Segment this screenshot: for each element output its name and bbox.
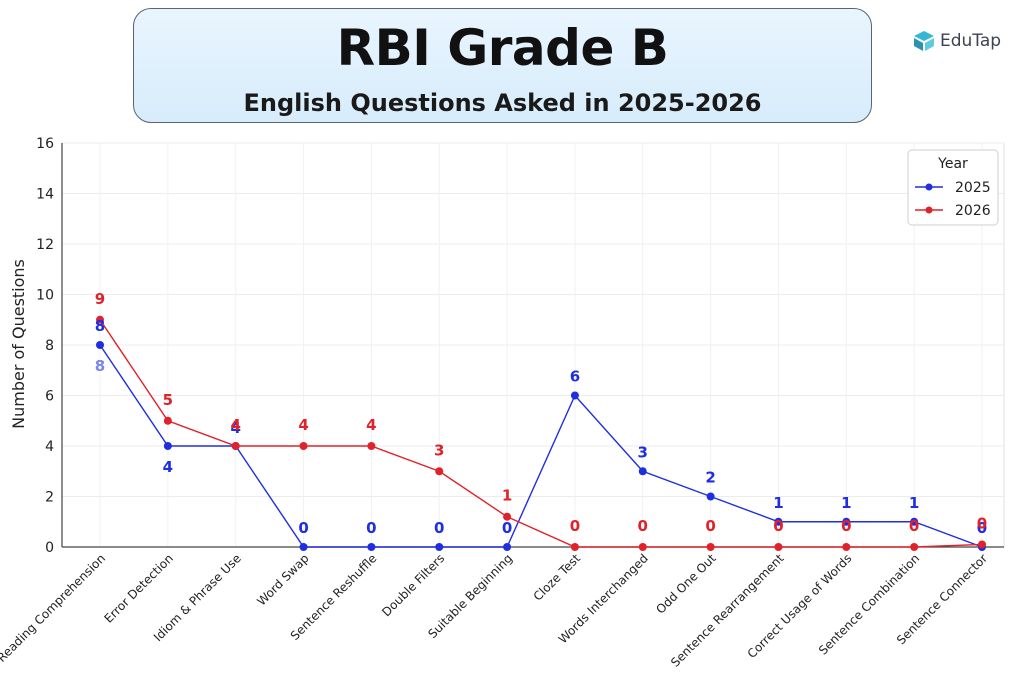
data-point-2026 [910,543,919,551]
data-point-2025 [706,492,715,501]
data-point-2026 [503,512,512,521]
data-label-2026: 9 [95,290,105,308]
data-point-2025 [842,517,851,526]
data-label-2026: 0 [841,517,851,535]
data-point-2025 [570,391,579,400]
data-point-2026 [435,467,444,476]
data-point-2026 [367,442,376,450]
y-tick-label: 16 [36,136,54,152]
legend: Year 2025 2026 [907,149,999,226]
data-label-2025: 3 [638,443,648,461]
x-tick-label: Reading Comprehension [0,551,108,665]
data-label-2026: 4 [366,416,376,434]
data-point-2026 [570,543,579,551]
data-label-2025: 1 [841,494,851,512]
data-label-2025: 8 [95,317,105,335]
data-point-2026 [842,543,851,551]
data-label-2025: 0 [366,519,376,537]
x-tick-label: Cloze Test [531,551,584,604]
brand-name: EduTap [940,31,1002,51]
x-tick-label: Word Swap [254,551,311,608]
data-label-2026: 0 [638,517,648,535]
data-label-2025: 1 [909,494,919,512]
data-label-2026: 0 [773,517,783,535]
x-tick-label: Odd One Out [653,551,719,617]
data-label-2025: 0 [434,519,444,537]
data-label-2026: 0 [570,517,580,535]
data-point-2025 [910,517,919,526]
y-tick-label: 10 [36,288,54,304]
data-label-2025: 0 [977,519,987,537]
data-point-2026 [231,442,240,450]
data-label-2026: 1 [502,487,512,505]
legend-marker-2025 [925,183,933,191]
data-point-2026 [774,543,783,551]
legend-entry-2025: 2025 [955,180,991,196]
y-tick-label: 4 [45,439,54,455]
y-tick-label: 2 [45,490,54,506]
data-point-2026 [706,543,715,551]
brand-logo: EduTap [912,28,1001,54]
data-point-2026 [978,540,986,549]
title-banner: RBI Grade B English Questions Asked in 2… [133,8,872,123]
data-label-2026: 4 [230,416,240,434]
x-tick-label: Sentence Rearrangement [668,551,787,670]
data-label-2025: 6 [570,368,580,386]
data-label-2025: 0 [298,519,308,537]
data-label-2025: 1 [773,494,783,512]
legend-marker-2026 [925,206,933,214]
data-point-2026 [299,442,308,450]
data-point-2025 [638,467,647,476]
page-title: RBI Grade B [336,19,669,77]
data-label-2026: 0 [705,517,715,535]
x-tick-label: Double Filters [379,551,447,619]
data-point-2025 [774,517,783,526]
data-point-2025 [367,543,376,551]
series-line-2026 [99,319,983,548]
edutap-logo-icon [914,31,934,51]
y-axis-title: Number of Questions [9,259,28,429]
series-line-2025 [99,344,983,548]
data-label-extra: 8 [95,357,105,375]
data-point-2026 [96,315,104,324]
data-point-2025 [435,543,444,551]
y-tick-label: 12 [36,237,54,253]
x-tick-label: Error Detection [101,551,176,626]
data-label-2026: 4 [298,416,308,434]
data-point-2025 [96,341,104,349]
y-tick-label: 14 [36,187,54,203]
data-label-2026: 3 [434,441,444,459]
data-label-2025: 4 [163,458,173,476]
y-tick-label: 8 [45,338,54,354]
data-point-2025 [299,543,308,551]
page-subtitle: English Questions Asked in 2025-2026 [243,89,762,117]
legend-title: Year [937,156,968,172]
data-label-2026: 0 [977,514,987,532]
data-point-2026 [638,543,647,551]
data-label-2025: 4 [230,419,240,437]
data-label-2026: 5 [163,391,173,409]
data-point-2026 [163,416,172,425]
data-point-2025 [163,442,172,450]
data-label-2025: 2 [705,469,715,487]
data-label-2026: 0 [909,517,919,535]
y-tick-label: 6 [45,389,54,405]
legend-entry-2026: 2026 [955,203,991,219]
data-point-2025 [503,543,512,551]
y-tick-label: 0 [45,540,54,556]
data-label-2025: 0 [502,519,512,537]
